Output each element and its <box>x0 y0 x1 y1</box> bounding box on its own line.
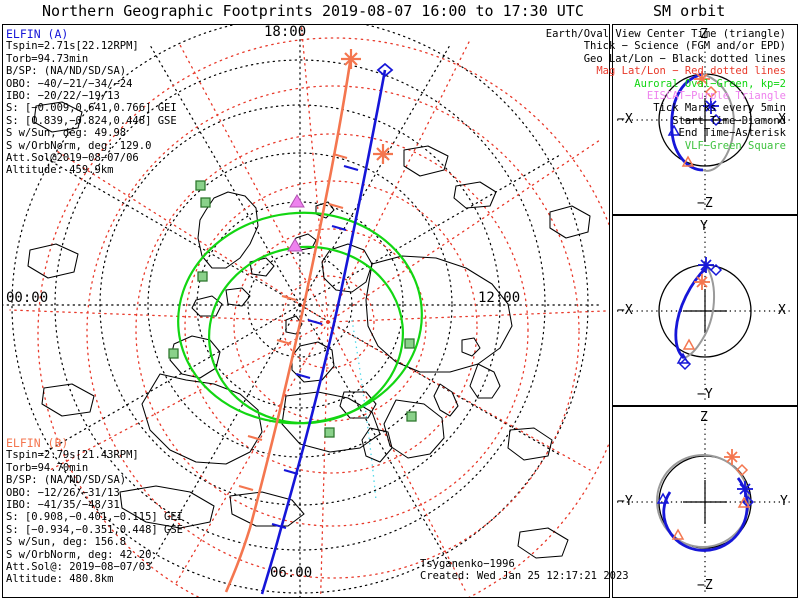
elfin-b-start-asterisk <box>341 49 361 69</box>
elfin-a-track <box>260 69 387 595</box>
legend-item-auroral-oval: Auroral Oval−Green, kp=2 <box>634 77 786 90</box>
legend-item-start-time: Start Time−Diamond <box>672 114 786 127</box>
elfin-b-ibo: IBO: −41/35/−48/31 <box>6 498 120 511</box>
elfin-a-s-sun: S w/Sun, deg: 49.98 <box>6 127 127 140</box>
elfin-b-tspin: Tspin=2.79s[21.43RPM] <box>6 449 139 462</box>
sm-p2-axis-left: −X <box>617 303 633 318</box>
eiscat-triangles <box>287 194 305 252</box>
elfin-b-bsp: B/SP: (NA/ND/SD/SA) <box>6 474 127 487</box>
sm-panel-2-graphics <box>617 222 793 400</box>
elfin-a-obo: OBO: −40/−21/−34/−24 <box>6 77 133 90</box>
elfin-b-track <box>224 55 353 593</box>
mlt-label-left: 00:00 <box>6 290 49 306</box>
sm-p3-axis-bottom: −Z <box>697 578 713 593</box>
sm-panel-3-graphics <box>617 414 793 592</box>
elfin-b-s-gse: S: [−0.934,−0.351,0.448] GSE <box>6 523 184 536</box>
elfin-a-ticks <box>271 164 359 530</box>
terminator-line <box>351 319 377 501</box>
mag-lon-lines <box>9 25 609 597</box>
sm-panel-2 <box>612 215 798 406</box>
elfin-b-name: ELFIN (B) <box>6 436 69 450</box>
legend-item-vlf: VLF−Green Square <box>684 139 786 152</box>
elfin-b-info: ELFIN (B) Tspin=2.79s[21.43RPM] Torb=94.… <box>6 437 183 586</box>
elfin-a-s-orbnorm: S w/OrbNorm, deg: 129.0 <box>6 139 152 152</box>
legend-item-tick-marks: Tick Marks every 5min <box>653 102 786 115</box>
elfin-a-s-gei: S: [−0.009,0.641,0.766] GEI <box>6 102 177 115</box>
page-title: Northern Geographic Footprints 2019-08-0… <box>42 2 584 20</box>
model-name: Tsyganenko−1996 <box>420 558 515 570</box>
elfin-a-name: ELFIN (A) <box>6 27 69 41</box>
sm-panel-1-graphics <box>617 32 793 210</box>
sm-p2-axis-bottom: −Y <box>697 387 713 402</box>
elfin-b-s-sun: S w/Sun, deg: 156.8 <box>6 536 127 549</box>
legend-item-center-time: Earth/Oval View Center Time (triangle) <box>545 28 786 40</box>
sm-p3-axis-left: −Y <box>617 494 633 509</box>
sm-p1-axis-bottom: −Z <box>697 196 713 211</box>
sm-panel-1 <box>612 24 798 215</box>
sm-p1-axis-top: Z <box>700 27 708 42</box>
elfin-a-ibo: IBO: −20/22/−19/13 <box>6 89 120 102</box>
elfin-a-s-gse: S: [0.839,−0.824,0.448] GSE <box>6 114 177 127</box>
elfin-b-torb: Torb=94.70min <box>6 461 89 474</box>
mlt-label-right: 12:00 <box>478 290 521 306</box>
mlt-label-bottom: 06:00 <box>270 565 313 581</box>
sm-p1-axis-left: −X <box>617 112 633 127</box>
elfin-a-info: ELFIN (A) Tspin=2.71s[22.12RPM] Torb=94.… <box>6 28 177 177</box>
mag-lat-circles <box>37 37 609 597</box>
created-timestamp: Created: Wed Jan 25 12:17:21 2023 <box>420 570 629 583</box>
vlf-squares <box>168 180 417 438</box>
elfin-b-attsol: Att.Sol@: 2019−08−07/03 <box>6 560 152 573</box>
sm-p2-axis-top: Y <box>700 219 708 234</box>
elfin-a-torb: Torb=94.73min <box>6 52 89 65</box>
sm-p1-axis-right: X <box>778 112 786 127</box>
elfin-b-s-gei: S: [0.908,−0.401,−0.115] GEI <box>6 511 184 524</box>
elfin-a-altitude: Altitude: 459.9km <box>6 164 114 177</box>
legend-item-geo-latlon: Geo Lat/Lon − Black dotted lines <box>583 52 786 65</box>
elfin-b-ticks <box>238 152 348 492</box>
legend-item-end-time: End Time−Asterisk <box>678 127 786 140</box>
sm-panel-3 <box>612 406 798 598</box>
elfin-a-tspin: Tspin=2.71s[22.12RPM] <box>6 40 139 53</box>
map-legend: Earth/Oval View Center Time (triangle) T… <box>546 28 786 152</box>
elfin-a-attsol: Att.Sol@2019−08−07/06 <box>6 151 139 164</box>
legend-item-thick-science: Thick − Science (FGM and/or EPD) <box>583 40 786 53</box>
elfin-a-bsp: B/SP: (NA/ND/SD/SA) <box>6 65 127 78</box>
elfin-b-obo: OBO: −12/26/−31/13 <box>6 486 120 499</box>
sm-p3-axis-right: Y <box>780 494 788 509</box>
map-panel <box>2 24 610 598</box>
sm-p2-axis-right: X <box>778 303 786 318</box>
coastlines <box>27 101 591 559</box>
sm-orbit-title: SM orbit <box>653 2 726 20</box>
mlt-label-top: 18:00 <box>264 24 307 40</box>
legend-item-eiscat: EISCAT−Purple Triangle <box>646 89 786 102</box>
elfin-b-s-orbnorm: S w/OrbNorm, deg: 42.20 <box>6 548 152 561</box>
legend-item-mag-latlon: Mag Lat/Lon − Red dotted lines <box>596 65 786 78</box>
sm-p3-axis-top: Z <box>700 410 708 425</box>
elfin-b-altitude: Altitude: 480.8km <box>6 573 114 586</box>
elfin-a-start-diamond <box>376 62 394 78</box>
credit-block: Tsyganenko−1996 Created: Wed Jan 25 12:1… <box>420 558 629 583</box>
elfin-b-end-asterisk <box>373 144 393 164</box>
